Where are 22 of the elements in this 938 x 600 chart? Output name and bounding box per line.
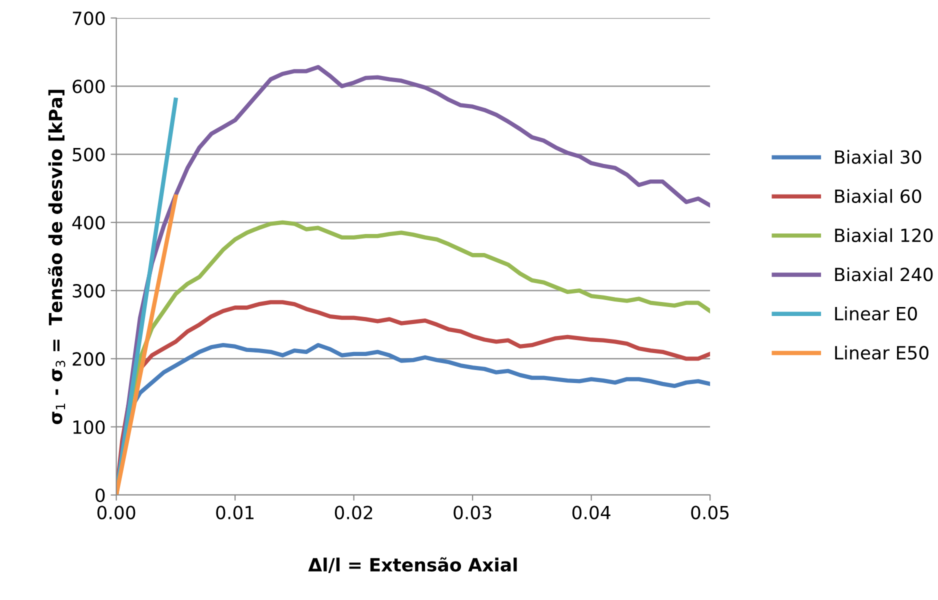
y-tick-label: 300 [72, 284, 105, 298]
y-tick-label: 500 [72, 148, 105, 162]
legend-label: Linear E0 [835, 306, 917, 320]
y-tick-label: 400 [72, 216, 105, 230]
legend-label: Biaxial 30 [835, 150, 922, 164]
legend-label: Biaxial 120 [835, 228, 933, 242]
y-tick-label: 600 [72, 80, 105, 94]
x-tick-label: 0.00 [97, 506, 136, 520]
y-tick-label: 100 [73, 420, 105, 434]
x-tick-label: 0.01 [216, 506, 254, 520]
x-tick-label: 0.05 [691, 506, 729, 520]
x-tick-label: 0.04 [572, 506, 610, 520]
x-axis-title: Δl/l = Extensão Axial [308, 557, 517, 574]
y-tick-label: 200 [72, 352, 105, 366]
y-axis-title: σ$_{1}$ - σ$_{3}$ = Tensão de desvio [kPa] [48, 90, 66, 424]
x-tick-label: 0.03 [454, 506, 492, 520]
y-tick-label: 700 [72, 11, 105, 26]
y-tick-label: 0 [96, 488, 105, 502]
legend-label: Linear E50 [835, 346, 928, 360]
legend-label: Biaxial 60 [835, 189, 922, 204]
x-tick-label: 0.02 [334, 506, 372, 520]
legend-label: Biaxial 240 [835, 267, 933, 282]
